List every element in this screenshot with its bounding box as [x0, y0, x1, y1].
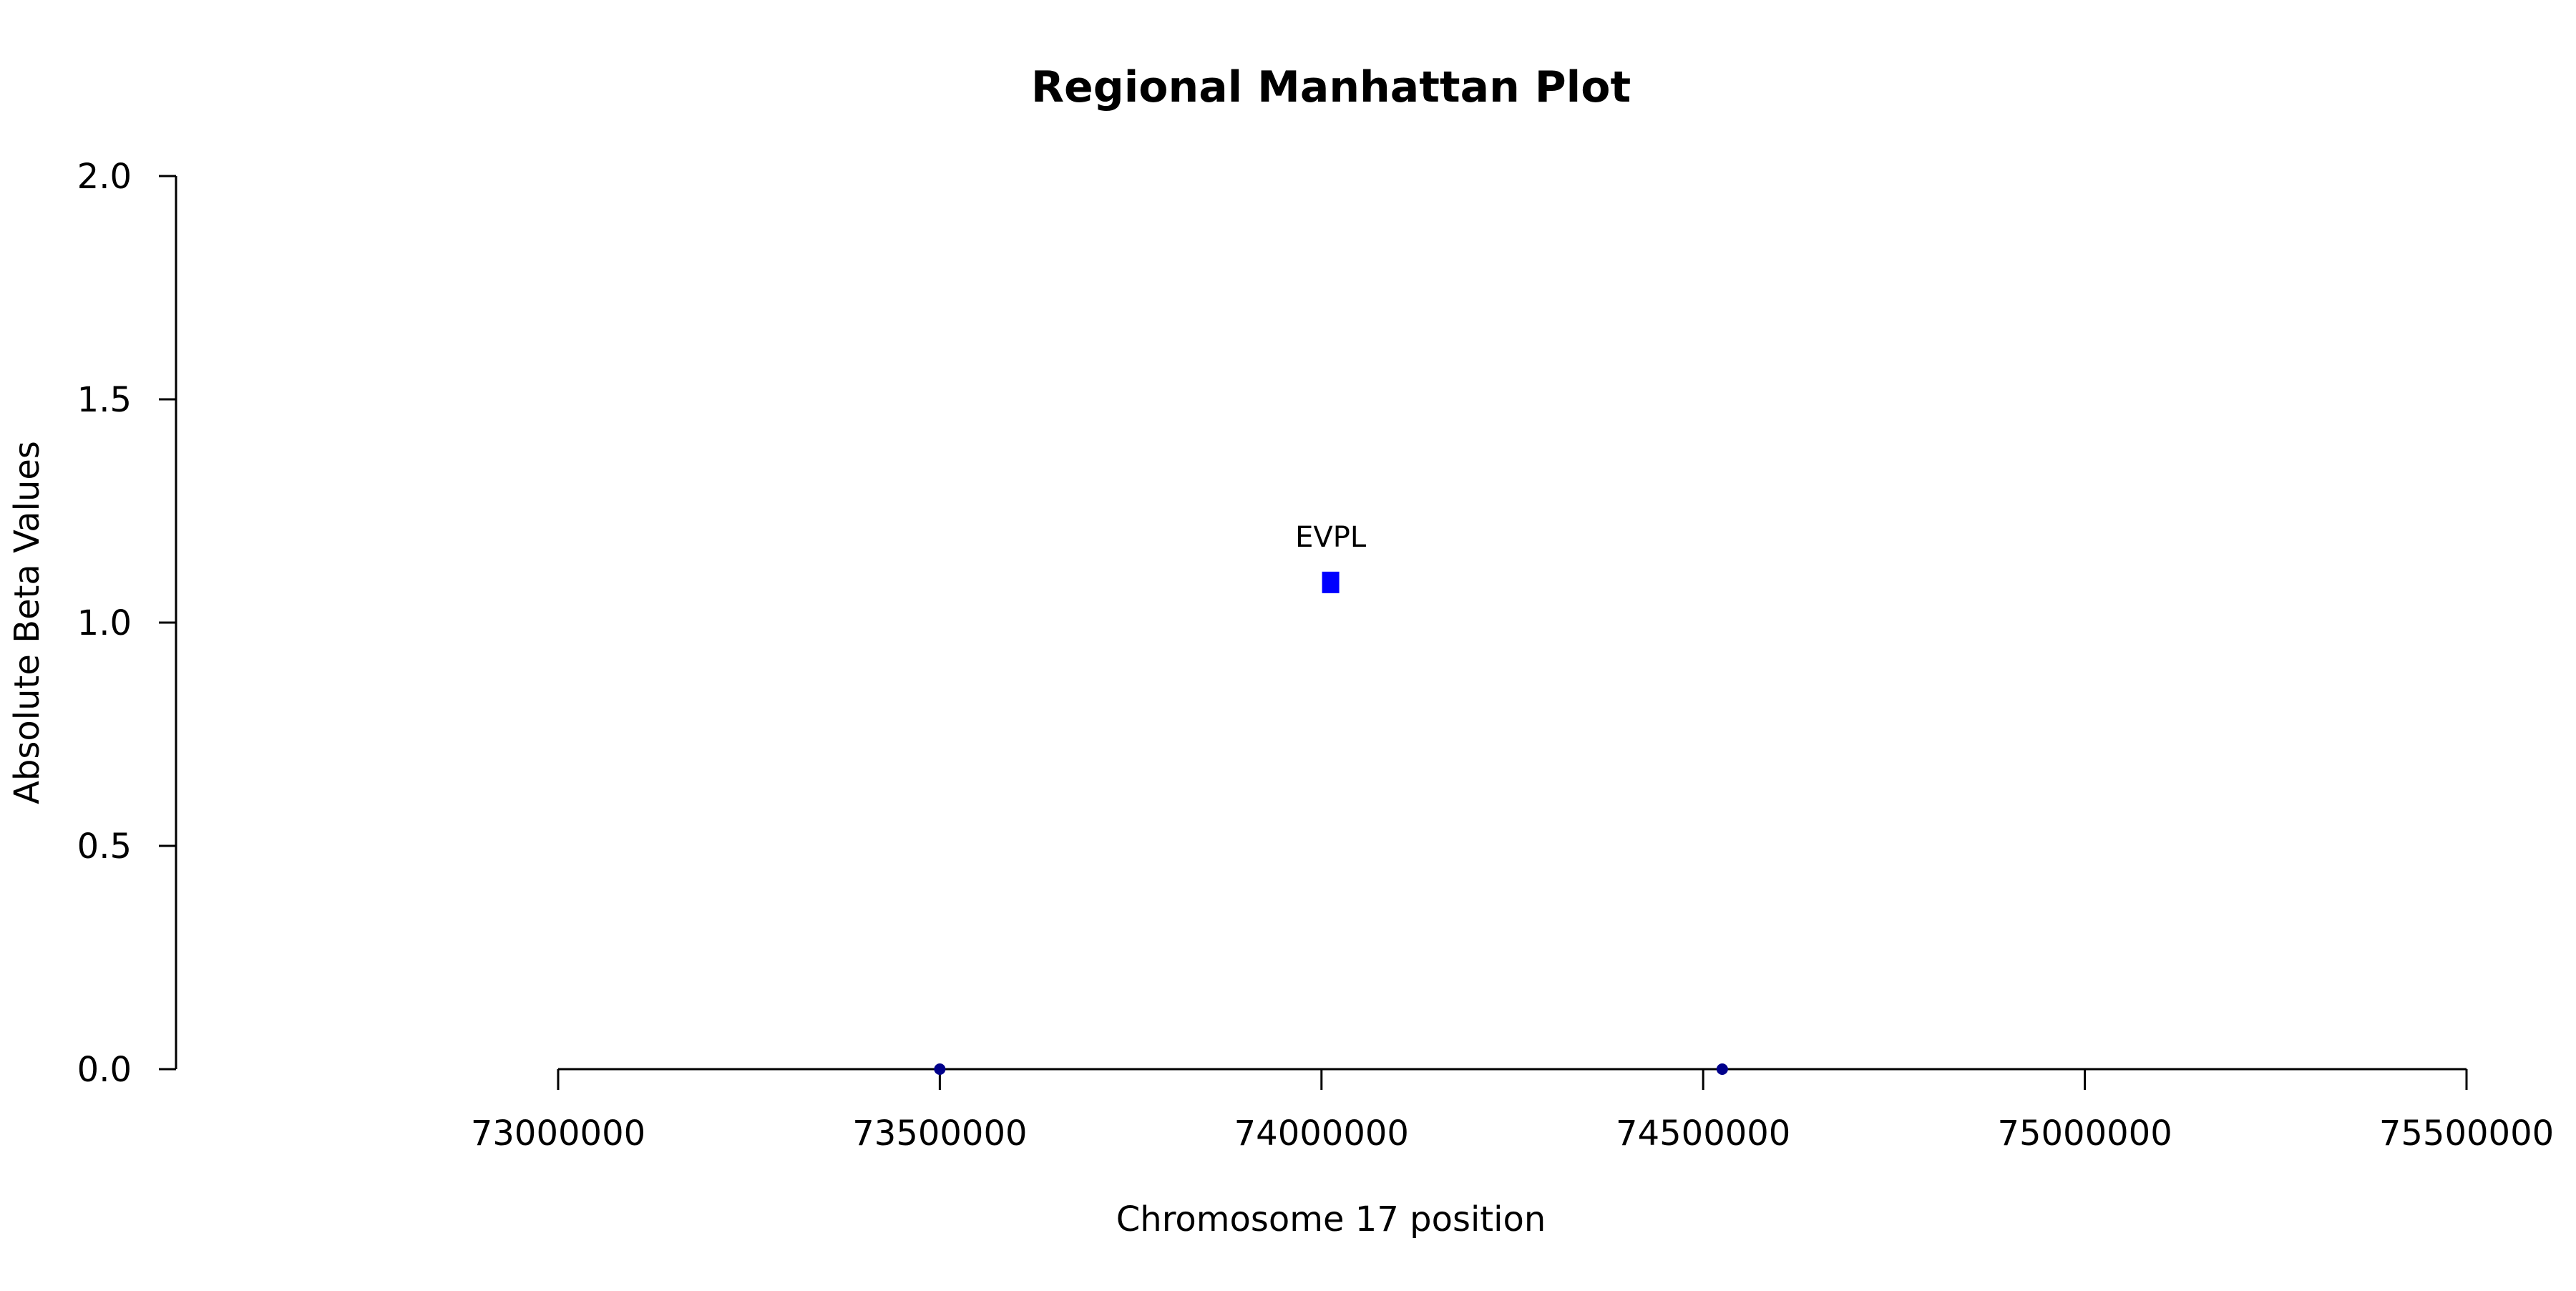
data-point-circle: [1716, 1063, 1728, 1075]
data-points: EVPL: [934, 521, 1728, 1075]
x-tick-label: 75500000: [2379, 1114, 2554, 1154]
x-tick-label: 74000000: [1234, 1114, 1409, 1154]
y-tick-label: 0.0: [77, 1050, 132, 1090]
y-tick-label: 2.0: [77, 157, 132, 197]
y-tick-label: 0.5: [77, 827, 132, 867]
x-tick-label: 74500000: [1616, 1114, 1790, 1154]
chart-title: Regional Manhattan Plot: [1031, 62, 1631, 112]
x-tick-label: 73000000: [471, 1114, 645, 1154]
x-tick-label: 75000000: [1997, 1114, 2172, 1154]
y-axis: 0.0 0.5 1.0 1.5 2.0: [77, 157, 177, 1090]
y-tick-label: 1.0: [77, 603, 132, 643]
point-label: EVPL: [1295, 521, 1367, 554]
x-tick-label: 73500000: [852, 1114, 1027, 1154]
y-axis-label: Absolute Beta Values: [7, 441, 47, 804]
data-point-circle: [934, 1063, 946, 1075]
x-axis: 73000000 73500000 74000000 74500000 75000000…: [471, 1068, 2554, 1154]
y-tick-label: 1.5: [77, 380, 132, 420]
data-point-square: [1322, 571, 1340, 593]
x-axis-label: Chromosome 17 position: [1116, 1199, 1546, 1239]
